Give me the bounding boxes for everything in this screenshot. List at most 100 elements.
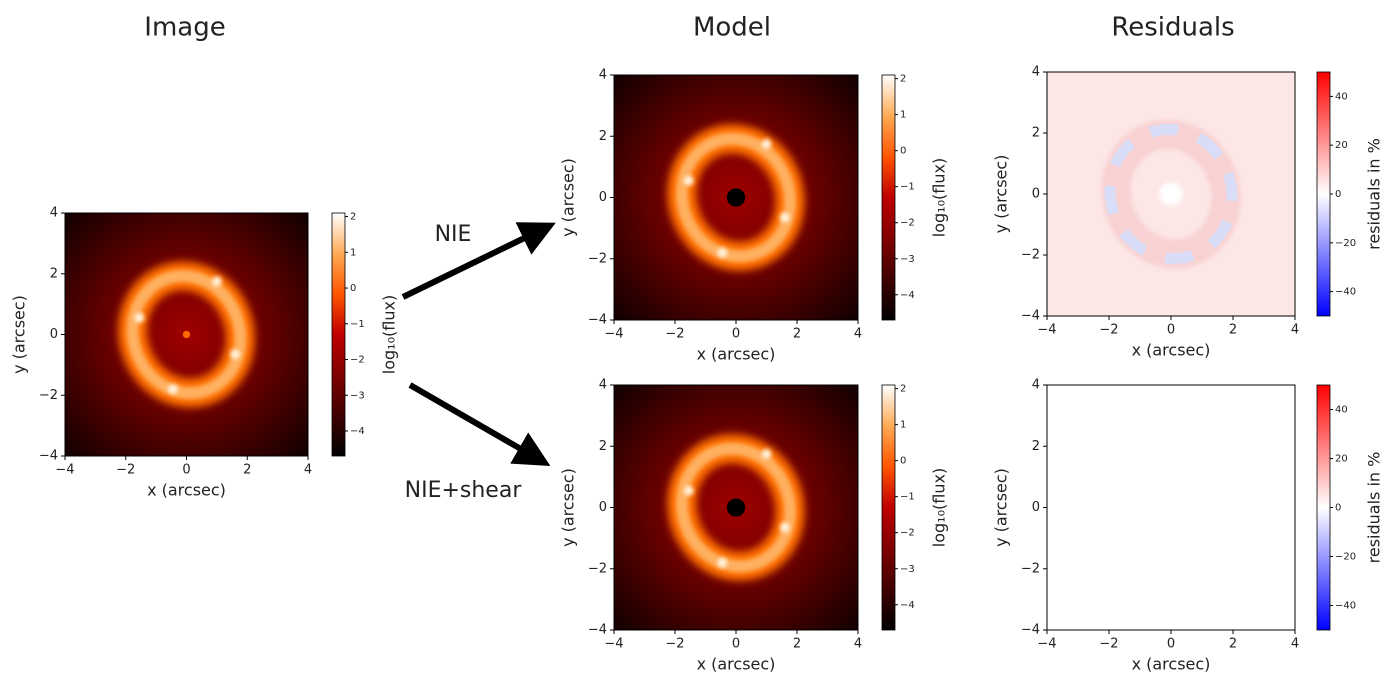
- center-source: [183, 331, 190, 338]
- bright-spot: [230, 349, 240, 359]
- panel: [1047, 72, 1295, 316]
- bright-spot: [212, 276, 222, 286]
- column-header: Model: [693, 13, 771, 43]
- y-tick-label: 4: [50, 206, 58, 221]
- colorbar-tick-label: 1: [900, 420, 906, 431]
- colorbar-tick-label: −20: [1335, 552, 1356, 563]
- arrow: [403, 228, 545, 297]
- arrow-label: NIE+shear: [405, 478, 523, 503]
- bright-spot: [717, 248, 727, 258]
- y-tick-label: −4: [588, 623, 607, 638]
- x-tick-label: −4: [604, 637, 623, 652]
- colorbar-tick-label: 2: [350, 212, 356, 223]
- colorbar-tick-label: 20: [1335, 454, 1348, 465]
- x-axis-label: x (arcsec): [697, 345, 776, 364]
- y-tick-label: 2: [599, 129, 607, 144]
- colorbar-tick-label: 0: [900, 456, 906, 467]
- colorbar-tick-label: 0: [350, 283, 356, 294]
- panel: [614, 385, 858, 630]
- colorbar-tick-label: −40: [1335, 287, 1356, 298]
- colorbar-tick-label: −1: [900, 182, 915, 193]
- x-tick-label: 4: [1291, 637, 1299, 652]
- y-tick-label: −2: [588, 251, 607, 266]
- y-tick-label: 2: [1032, 126, 1040, 141]
- colorbar: [1317, 385, 1330, 630]
- arrow-label: NIE: [435, 222, 472, 247]
- x-tick-label: 2: [1229, 637, 1237, 652]
- bright-spot: [684, 176, 694, 186]
- y-tick-label: 0: [1032, 187, 1040, 202]
- colorbar-tick-label: 40: [1335, 91, 1348, 102]
- colorbar-tick-label: 1: [900, 110, 906, 121]
- page: {"headers": ["Image", "Model", "Residual…: [0, 0, 1389, 675]
- y-tick-label: 0: [50, 327, 58, 342]
- colorbar-tick-label: 20: [1335, 140, 1348, 151]
- center-mask: [727, 188, 745, 206]
- x-axis-label: x (arcsec): [697, 655, 776, 674]
- x-tick-label: 0: [732, 327, 740, 342]
- colorbar: [332, 213, 345, 456]
- y-axis-label: y (arcsec): [992, 155, 1011, 234]
- center-mask: [727, 498, 745, 516]
- x-tick-label: 4: [304, 463, 312, 478]
- y-tick-label: 0: [599, 190, 607, 205]
- colorbar-label: log₁₀(flux): [930, 158, 949, 237]
- bright-spot: [135, 313, 145, 323]
- colorbar-tick-label: −3: [900, 254, 915, 265]
- bright-spot: [684, 486, 694, 496]
- colorbar-tick-label: 1: [350, 247, 356, 258]
- colorbar-tick-label: 0: [1335, 503, 1341, 514]
- x-tick-label: 2: [793, 327, 801, 342]
- bright-spot: [762, 139, 772, 149]
- colorbar-label: log₁₀(flux): [380, 295, 399, 374]
- x-tick-label: −4: [604, 327, 623, 342]
- y-tick-label: 4: [599, 68, 607, 83]
- colorbar-tick-label: −4: [900, 600, 915, 611]
- panel: [65, 213, 308, 456]
- colorbar: [882, 385, 895, 630]
- x-tick-label: −2: [1099, 323, 1118, 338]
- y-tick-label: 4: [1032, 65, 1040, 80]
- center-residual: [1159, 182, 1183, 206]
- y-tick-label: 0: [599, 500, 607, 515]
- colorbar-tick-label: −1: [350, 319, 365, 330]
- colorbar-label: log₁₀(flux): [930, 468, 949, 547]
- y-tick-label: 2: [1032, 439, 1040, 454]
- y-tick-label: 0: [1032, 500, 1040, 515]
- colorbar-tick-label: −2: [900, 218, 915, 229]
- y-tick-label: −4: [1021, 309, 1040, 324]
- x-tick-label: −2: [1099, 637, 1118, 652]
- colorbar-tick-label: −2: [350, 355, 365, 366]
- x-tick-label: 0: [1167, 323, 1175, 338]
- colorbar-tick-label: −2: [900, 528, 915, 539]
- y-tick-label: −2: [588, 561, 607, 576]
- colorbar-tick-label: 2: [900, 74, 906, 85]
- x-axis-label: x (arcsec): [1132, 341, 1211, 360]
- colorbar-tick-label: −4: [350, 426, 365, 437]
- x-tick-label: 0: [182, 463, 190, 478]
- y-tick-label: −2: [39, 388, 58, 403]
- y-tick-label: −4: [1021, 623, 1040, 638]
- y-axis-label: y (arcsec): [10, 295, 29, 374]
- x-tick-label: −4: [1037, 323, 1056, 338]
- x-tick-label: 0: [1167, 637, 1175, 652]
- y-tick-label: 2: [50, 266, 58, 281]
- x-tick-label: 4: [854, 637, 862, 652]
- y-tick-label: −2: [1021, 248, 1040, 263]
- x-tick-label: 2: [793, 637, 801, 652]
- x-tick-label: 4: [854, 327, 862, 342]
- colorbar-label: residuals in %: [1365, 138, 1384, 250]
- colorbar-tick-label: −40: [1335, 601, 1356, 612]
- bright-spot: [168, 384, 178, 394]
- colorbar-tick-label: 0: [1335, 189, 1341, 200]
- colorbar: [1317, 72, 1330, 316]
- colorbar-tick-label: −1: [900, 492, 915, 503]
- x-tick-label: 4: [1291, 323, 1299, 338]
- x-tick-label: −4: [1037, 637, 1056, 652]
- column-header: Image: [144, 13, 225, 43]
- x-tick-label: −2: [116, 463, 135, 478]
- arrow: [410, 385, 540, 460]
- x-tick-label: 0: [732, 637, 740, 652]
- y-tick-label: −4: [39, 449, 58, 464]
- y-tick-label: 2: [599, 439, 607, 454]
